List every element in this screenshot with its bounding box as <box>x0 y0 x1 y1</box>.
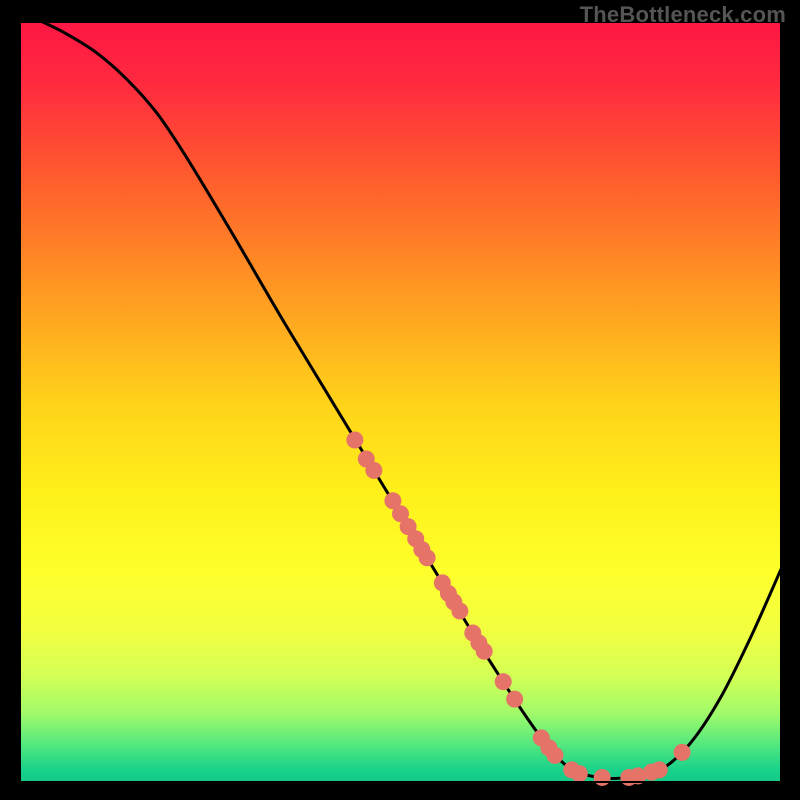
data-marker <box>571 765 588 782</box>
data-marker <box>546 747 563 764</box>
data-marker <box>346 432 363 449</box>
data-marker <box>365 462 382 479</box>
data-marker <box>476 643 493 660</box>
data-marker <box>451 603 468 620</box>
data-marker <box>651 761 668 778</box>
plot-background <box>20 22 781 782</box>
data-marker <box>495 673 512 690</box>
bottleneck-chart <box>0 0 800 800</box>
data-marker <box>674 744 691 761</box>
data-marker <box>506 691 523 708</box>
watermark-text: TheBottleneck.com <box>580 2 786 28</box>
data-marker <box>419 549 436 566</box>
data-marker <box>594 769 611 786</box>
chart-container: { "watermark": { "text": "TheBottleneck.… <box>0 0 800 800</box>
